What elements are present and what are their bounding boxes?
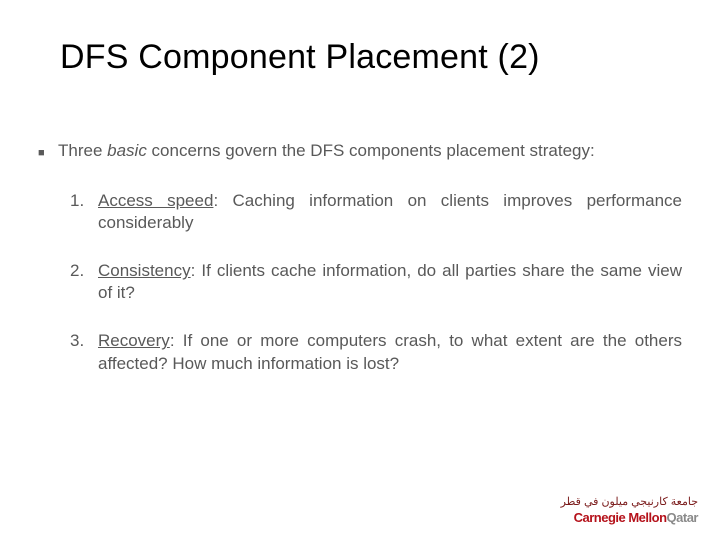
logo-en-secondary: Qatar xyxy=(667,510,698,525)
intro-text: Three basic concerns govern the DFS comp… xyxy=(58,140,682,162)
item-label: Recovery xyxy=(98,331,170,350)
list-item: 1. Access speed: Caching information on … xyxy=(70,190,682,234)
item-number: 1. xyxy=(70,190,94,212)
slide: DFS Component Placement (2) ■ Three basi… xyxy=(0,0,720,540)
item-number: 3. xyxy=(70,330,94,352)
item-body: Recovery: If one or more computers crash… xyxy=(98,330,682,374)
logo: جامعة كارنيجي ميلون في قطر Carnegie Mell… xyxy=(561,497,698,526)
item-text: If one or more computers crash, to what … xyxy=(98,331,682,372)
item-body: Consistency: If clients cache informatio… xyxy=(98,260,682,304)
logo-english: Carnegie MellonQatar xyxy=(561,510,698,526)
item-sep: : xyxy=(213,191,232,210)
item-sep: : xyxy=(191,261,202,280)
logo-arabic: جامعة كارنيجي ميلون في قطر xyxy=(561,497,698,508)
logo-en-primary: Carnegie Mellon xyxy=(574,510,667,525)
intro-rest: concerns govern the DFS components place… xyxy=(147,141,595,160)
item-sep: : xyxy=(170,331,183,350)
item-label: Access speed xyxy=(98,191,213,210)
list-item: 3. Recovery: If one or more computers cr… xyxy=(70,330,682,374)
item-label: Consistency xyxy=(98,261,191,280)
item-body: Access speed: Caching information on cli… xyxy=(98,190,682,234)
square-bullet-icon: ■ xyxy=(38,146,48,156)
intro-italic: basic xyxy=(107,141,147,160)
numbered-list: 1. Access speed: Caching information on … xyxy=(70,190,682,375)
item-number: 2. xyxy=(70,260,94,282)
body-content: ■ Three basic concerns govern the DFS co… xyxy=(38,140,682,401)
intro-prefix: Three xyxy=(58,141,107,160)
list-item: 2. Consistency: If clients cache informa… xyxy=(70,260,682,304)
page-title: DFS Component Placement (2) xyxy=(60,38,690,77)
intro-bullet: ■ Three basic concerns govern the DFS co… xyxy=(38,140,682,162)
